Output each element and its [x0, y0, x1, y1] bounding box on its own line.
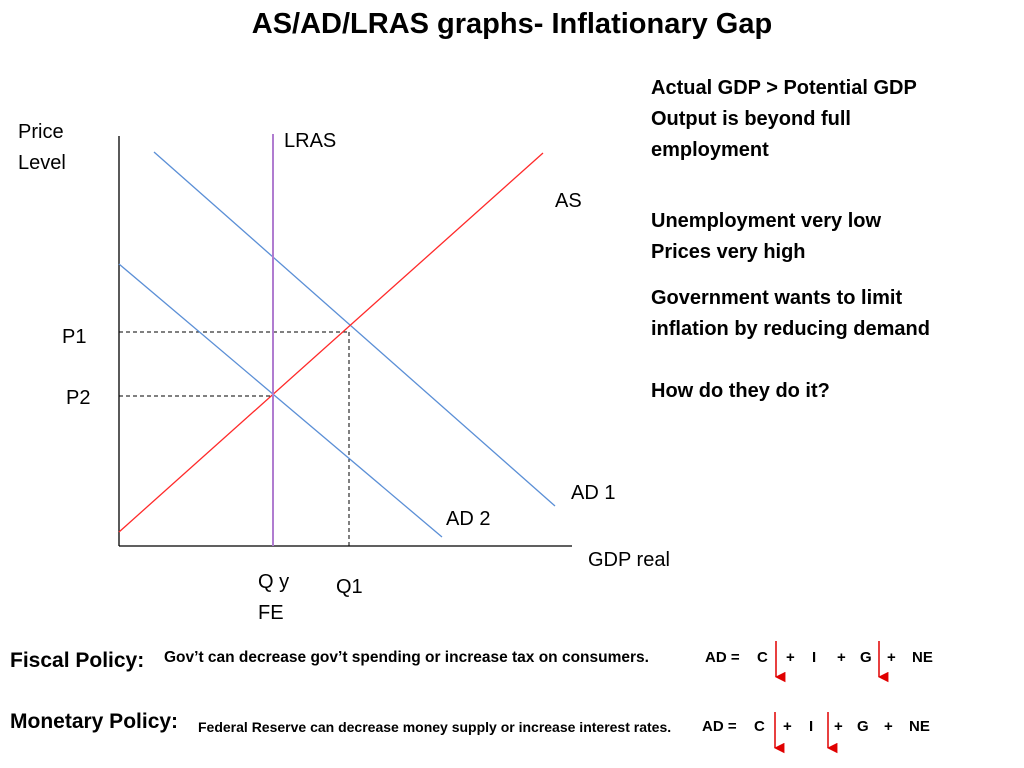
monetary-eq-plus: + — [884, 718, 893, 735]
monetary-eq-ad: AD = — [702, 718, 737, 735]
monetary-policy-label: Monetary Policy: — [10, 710, 179, 733]
note-line: Output is beyond full — [651, 108, 851, 130]
monetary-eq-g: G — [857, 718, 869, 735]
as-label: AS — [555, 190, 582, 212]
monetary-eq-ne: NE — [909, 718, 930, 735]
monetary-eq-i: I — [809, 718, 814, 735]
y-axis-label-line1: Price — [18, 121, 64, 143]
ad2-curve — [118, 263, 443, 538]
ad2-label: AD 2 — [446, 508, 491, 530]
monetary-policy-text: Federal Reserve can decrease money suppl… — [198, 719, 672, 735]
ad1-label: AD 1 — [571, 482, 616, 504]
note-block-4: How do they do it? — [651, 380, 830, 402]
fiscal-eq-i: I — [812, 649, 817, 666]
fe-label: FE — [258, 602, 284, 624]
q1-label: Q1 — [336, 576, 363, 598]
fiscal-eq-plus: + — [837, 649, 846, 666]
note-line: employment — [651, 139, 769, 161]
note-line: inflation by reducing demand — [651, 318, 930, 340]
fiscal-eq-c: C — [757, 649, 768, 666]
note-line: Prices very high — [651, 241, 806, 263]
monetary-eq-c: C — [754, 718, 765, 735]
monetary-eq-plus: + — [783, 718, 792, 735]
note-block-3: Government wants to limit inflation by r… — [651, 283, 930, 345]
note-block-1: Actual GDP > Potential GDP Output is bey… — [651, 73, 917, 166]
note-line: Actual GDP > Potential GDP — [651, 77, 917, 99]
qy-label: Q y — [258, 571, 290, 593]
ad1-curve — [153, 151, 556, 507]
fiscal-eq-ad: AD = — [705, 649, 740, 666]
fiscal-policy-text: Gov’t can decrease gov’t spending or inc… — [164, 649, 649, 666]
note-line: Unemployment very low — [651, 210, 882, 232]
fiscal-eq-plus: + — [887, 649, 896, 666]
fiscal-eq-g: G — [860, 649, 872, 666]
x-axis-label: GDP real — [588, 549, 670, 571]
fiscal-eq-ne: NE — [912, 649, 933, 666]
as-curve — [118, 152, 544, 533]
note-block-2: Unemployment very low Prices very high — [651, 206, 881, 268]
p1-label: P1 — [62, 326, 87, 348]
fiscal-eq-plus: + — [786, 649, 795, 666]
p2-label: P2 — [66, 387, 91, 409]
page-title: AS/AD/LRAS graphs- Inflationary Gap — [251, 8, 773, 40]
monetary-eq-plus: + — [834, 718, 843, 735]
lras-label: LRAS — [284, 130, 337, 152]
y-axis-label-line2: Level — [18, 152, 66, 174]
note-line: Government wants to limit — [651, 287, 903, 309]
fiscal-policy-label: Fiscal Policy: — [10, 649, 145, 672]
